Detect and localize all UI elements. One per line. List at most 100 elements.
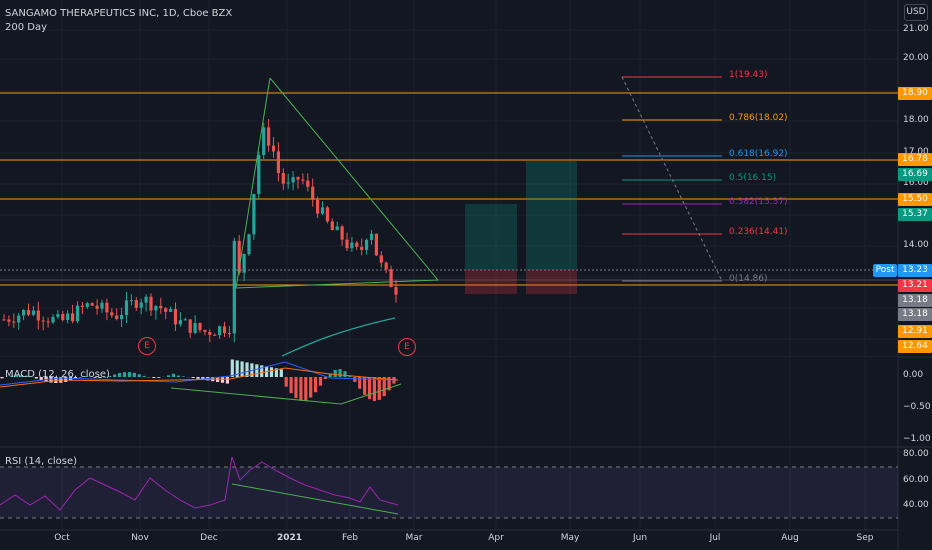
macd-histogram-bar bbox=[171, 373, 176, 377]
macd-histogram-bar bbox=[353, 377, 357, 382]
time-axis-label: 2021 bbox=[277, 533, 303, 543]
candle-body bbox=[139, 302, 143, 308]
price-axis-tick: 20.00 bbox=[903, 53, 929, 63]
time-axis-label: May bbox=[560, 533, 580, 543]
candle-body bbox=[124, 300, 129, 315]
indicator-label-200-day[interactable]: 200 Day bbox=[5, 22, 48, 33]
fib-trend-line bbox=[621, 76, 723, 282]
candle-body bbox=[320, 207, 325, 214]
macd-histogram-bar bbox=[289, 377, 293, 394]
macd-histogram-bar bbox=[240, 361, 244, 377]
macd-histogram-bar bbox=[152, 377, 156, 378]
candle-body bbox=[110, 312, 114, 316]
macd-histogram-bar bbox=[314, 377, 318, 393]
candle-body bbox=[134, 300, 138, 308]
candle-body bbox=[340, 226, 344, 240]
rsi-axis-tick: 80.00 bbox=[903, 449, 929, 459]
triangle-trendline bbox=[235, 77, 440, 289]
candle-body bbox=[120, 314, 124, 320]
candle-body bbox=[252, 194, 256, 235]
macd-histogram-bar bbox=[122, 372, 127, 377]
macd-histogram-bar bbox=[235, 360, 239, 377]
candle-body bbox=[2, 319, 6, 321]
candle-body bbox=[115, 315, 119, 320]
price-tag: 13.18 bbox=[898, 294, 932, 307]
time-axis-label: Nov bbox=[131, 533, 149, 543]
candle-body bbox=[66, 313, 70, 321]
macd-histogram-bar bbox=[167, 375, 171, 377]
fib-level-label: 0.382(15.37) bbox=[729, 197, 788, 207]
macd-histogram-bar bbox=[255, 364, 259, 377]
candle-body bbox=[208, 332, 212, 335]
fib-level-label: 1(19.43) bbox=[729, 70, 768, 80]
macd-divergence-line bbox=[170, 383, 402, 405]
candle-body bbox=[7, 319, 11, 322]
candle-body bbox=[75, 305, 80, 322]
macd-histogram-bar bbox=[0, 377, 4, 379]
candle-body bbox=[227, 333, 231, 335]
price-tag: 13.21 bbox=[898, 279, 932, 292]
macd-histogram-bar bbox=[142, 375, 146, 377]
long-position-stop bbox=[526, 270, 577, 294]
macd-histogram-bar bbox=[98, 377, 102, 378]
macd-histogram-bar bbox=[328, 373, 332, 377]
time-axis-label: Sep bbox=[856, 533, 874, 543]
candle-body bbox=[51, 316, 55, 323]
candle-body bbox=[355, 242, 359, 247]
candle-body bbox=[384, 262, 388, 270]
candle-body bbox=[203, 330, 207, 333]
candle-body bbox=[360, 246, 364, 250]
candle-body bbox=[129, 300, 133, 302]
time-axis-label: Mar bbox=[405, 533, 423, 543]
macd-histogram-bar bbox=[34, 377, 38, 379]
candle-body bbox=[17, 315, 21, 323]
price-tag: 15.37 bbox=[898, 208, 932, 221]
candle-body bbox=[311, 186, 315, 200]
time-axis-label: Dec bbox=[200, 533, 218, 543]
candle-body bbox=[198, 323, 202, 331]
candle-body bbox=[85, 303, 89, 307]
candle-body bbox=[232, 240, 236, 334]
price-tag: 16.69 bbox=[898, 168, 932, 181]
candle-body bbox=[276, 151, 280, 174]
price-tag: 16.78 bbox=[898, 153, 932, 166]
macd-histogram-bar bbox=[196, 377, 200, 379]
rsi-label[interactable]: RSI (14, close) bbox=[5, 456, 78, 467]
candle-body bbox=[149, 296, 153, 311]
fib-level-label: 0.236(14.41) bbox=[729, 227, 788, 237]
macd-histogram-bar bbox=[20, 375, 24, 377]
rsi-axis-tick: 60.00 bbox=[903, 475, 929, 485]
macd-histogram-bar bbox=[318, 377, 323, 386]
currency-button[interactable]: USD bbox=[904, 4, 928, 21]
ma-200-line bbox=[281, 317, 396, 357]
post-market-badge: Post bbox=[873, 264, 897, 277]
candle-body bbox=[335, 226, 339, 231]
time-axis-label: Feb bbox=[342, 533, 358, 543]
macd-histogram-bar bbox=[93, 377, 97, 378]
candle-body bbox=[394, 287, 398, 295]
price-axis-tick: 14.00 bbox=[903, 240, 929, 250]
macd-histogram-bar bbox=[181, 376, 185, 377]
candle-body bbox=[41, 320, 45, 322]
macd-histogram-bar bbox=[323, 377, 327, 380]
price-tag: 18.90 bbox=[898, 87, 932, 100]
earnings-marker[interactable]: E bbox=[398, 338, 416, 356]
candle-body bbox=[164, 308, 168, 312]
candle-body bbox=[218, 326, 222, 336]
macd-histogram-bar bbox=[201, 377, 205, 380]
macd-label[interactable]: MACD (12, 26, close) bbox=[5, 369, 110, 380]
price-tag: 13.23 bbox=[898, 264, 932, 277]
long-position-stop bbox=[465, 270, 517, 294]
fib-level-label: 0(14.86) bbox=[729, 274, 768, 284]
earnings-marker[interactable]: E bbox=[138, 337, 156, 355]
macd-histogram-bar bbox=[220, 377, 225, 383]
candle-body bbox=[12, 321, 16, 323]
macd-histogram-bar bbox=[24, 375, 29, 377]
price-axis-tick: 21.00 bbox=[903, 24, 929, 34]
macd-histogram-bar bbox=[279, 369, 283, 377]
candle-body bbox=[369, 233, 374, 240]
candle-body bbox=[178, 320, 182, 325]
pane-gap bbox=[0, 357, 898, 359]
